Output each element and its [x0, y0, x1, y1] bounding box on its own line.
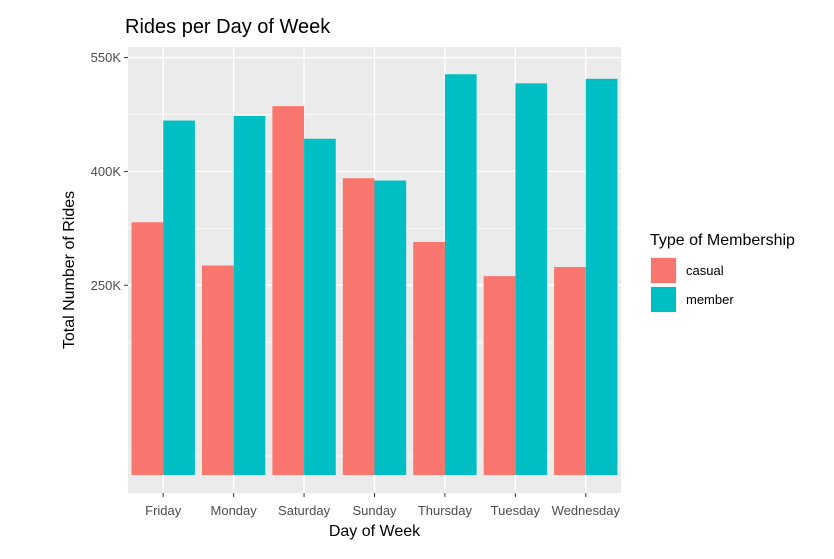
x-tick-label: Thursday	[418, 503, 473, 518]
bar-member-sunday	[374, 180, 407, 475]
bar-casual-wednesday	[554, 267, 586, 475]
legend-title: Type of Membership	[650, 232, 795, 249]
x-tick-label: Sunday	[352, 503, 397, 518]
chart-title: Rides per Day of Week	[125, 16, 331, 38]
y-tick-label: 250K	[91, 278, 122, 293]
legend-swatch-casual	[651, 258, 676, 283]
bar-casual-friday	[131, 222, 164, 475]
x-tick-label: Wednesday	[552, 503, 621, 518]
y-axis-title: Total Number of Rides	[61, 191, 78, 349]
x-tick-label: Monday	[211, 503, 258, 518]
legend: Type of Membership casual member	[650, 232, 795, 313]
bar-member-saturday	[304, 138, 336, 476]
y-tick-label: 550K	[91, 50, 122, 65]
x-tick-label: Friday	[145, 503, 182, 518]
bars	[131, 74, 618, 476]
bar-member-friday	[163, 120, 195, 476]
bar-member-monday	[233, 115, 266, 476]
bar-casual-monday	[201, 265, 234, 475]
x-tick-label: Tuesday	[491, 503, 541, 518]
legend-label-member: member	[686, 292, 734, 307]
bar-member-wednesday	[585, 78, 618, 475]
bar-casual-saturday	[272, 106, 305, 476]
y-axis: 250K 400K 550K	[91, 50, 128, 293]
bar-casual-sunday	[342, 178, 375, 475]
bar-member-thursday	[444, 74, 477, 475]
y-tick-label: 400K	[91, 164, 122, 179]
x-axis: Friday Monday Saturday Sunday Thursday Tuesda…	[145, 493, 620, 518]
legend-label-casual: casual	[686, 263, 724, 278]
bar-member-tuesday	[515, 83, 548, 475]
x-tick-label: Saturday	[278, 503, 331, 518]
legend-swatch-member	[651, 287, 676, 312]
bar-casual-thursday	[413, 241, 445, 475]
bar-casual-tuesday	[483, 276, 516, 475]
x-axis-title: Day of Week	[329, 523, 421, 540]
